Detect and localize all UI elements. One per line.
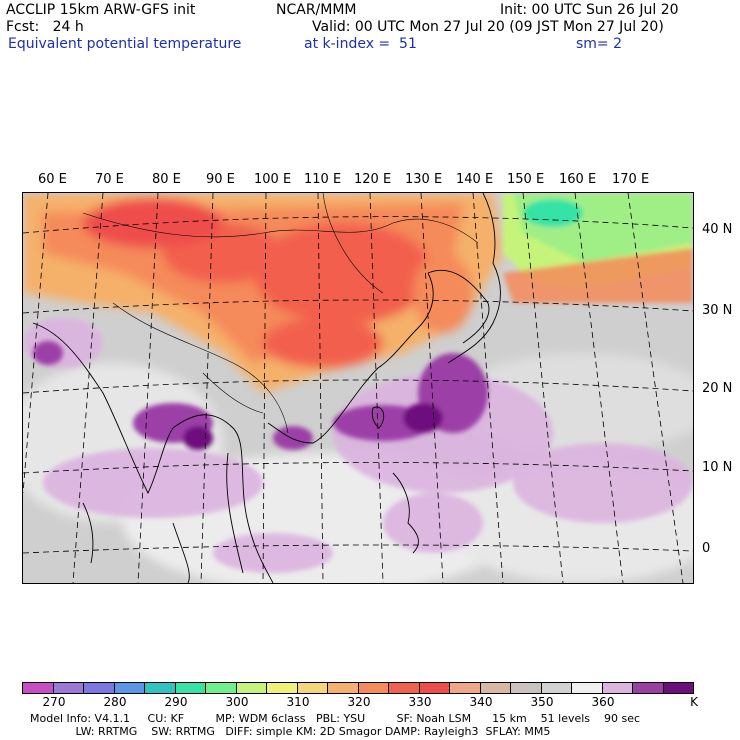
colorbar-tick-label: 360 (591, 695, 615, 709)
level-index: at k-index = 51 (304, 36, 417, 52)
lon-label: 80 E (152, 172, 181, 187)
map-panel (22, 192, 694, 584)
lon-label: 130 E (405, 172, 443, 187)
lon-label: 100 E (254, 172, 292, 187)
lat-label: 40 N (702, 222, 733, 237)
valid-time: Valid: 00 UTC Mon 27 Jul 20 (09 JST Mon … (312, 19, 664, 35)
lat-label: 0 (702, 541, 711, 556)
cool-ocean-area (503, 193, 693, 303)
map-canvas (23, 193, 693, 583)
colorbar-swatch (572, 683, 603, 693)
colorbar-swatch (145, 683, 176, 693)
colorbar-swatch (175, 683, 206, 693)
colorbar-tick-label: 320 (347, 695, 371, 709)
lon-label: 120 E (354, 172, 392, 187)
lon-label: 110 E (304, 172, 342, 187)
colorbar-tick-label: 300 (225, 695, 249, 709)
colorbar-swatch (663, 683, 693, 693)
country-borders (82, 193, 479, 434)
smoothing-value: sm= 2 (576, 36, 623, 52)
colorbar-unit: K (690, 695, 698, 709)
colorbar-tick-label: 290 (164, 695, 188, 709)
field-name: Equivalent potential temperature (8, 36, 242, 52)
colorbar-tick-label: 270 (42, 695, 66, 709)
graticule (23, 193, 693, 583)
colorbar-swatch (84, 683, 115, 693)
physics-info-line: LW: RRTMG SW: RRTMG DIFF: simple KM: 2D … (30, 725, 551, 738)
lon-label: 160 E (559, 172, 597, 187)
colorbar-tick-label: 280 (103, 695, 127, 709)
colorbar-swatch (53, 683, 84, 693)
lon-label: 150 E (507, 172, 545, 187)
init-time: Init: 00 UTC Sun 26 Jul 20 (500, 2, 679, 18)
colorbar-swatch (480, 683, 511, 693)
colorbar-swatch (633, 683, 664, 693)
lon-label: 90 E (206, 172, 235, 187)
colorbar-swatch (236, 683, 267, 693)
colorbar-swatch (358, 683, 389, 693)
colorbar-swatch (389, 683, 420, 693)
lat-label: 30 N (702, 303, 733, 318)
colorbar (22, 682, 694, 694)
colorbar-swatch (511, 683, 542, 693)
colorbar-swatch (328, 683, 359, 693)
forecast-hour: Fcst: 24 h (6, 19, 84, 35)
colorbar-tick-label: 340 (469, 695, 493, 709)
model-info-line: Model Info: V4.1.1 CU: KF MP: WDM 6class… (30, 712, 641, 725)
colorbar-swatch (206, 683, 237, 693)
organization-label: NCAR/MMM (276, 2, 357, 18)
colorbar-swatch (114, 683, 145, 693)
colorbar-swatch (23, 683, 54, 693)
colorbar-swatch (602, 683, 633, 693)
lat-label: 20 N (702, 381, 733, 396)
colorbar-swatch (297, 683, 328, 693)
colorbar-tick-label: 350 (530, 695, 554, 709)
colorbar-swatch (450, 683, 481, 693)
lat-label: 10 N (702, 460, 733, 475)
lon-label: 140 E (456, 172, 494, 187)
colorbar-swatch (541, 683, 572, 693)
coastlines (32, 193, 501, 583)
colorbar-tick-label: 330 (408, 695, 432, 709)
lon-label: 70 E (95, 172, 124, 187)
warm-continent (23, 193, 503, 393)
colorbar-swatch (267, 683, 298, 693)
lon-label: 60 E (38, 172, 67, 187)
colorbar-tick-label: 310 (286, 695, 310, 709)
lon-label: 170 E (612, 172, 650, 187)
colorbar-swatch (419, 683, 450, 693)
model-title: ACCLIP 15km ARW-GFS init (6, 2, 196, 18)
